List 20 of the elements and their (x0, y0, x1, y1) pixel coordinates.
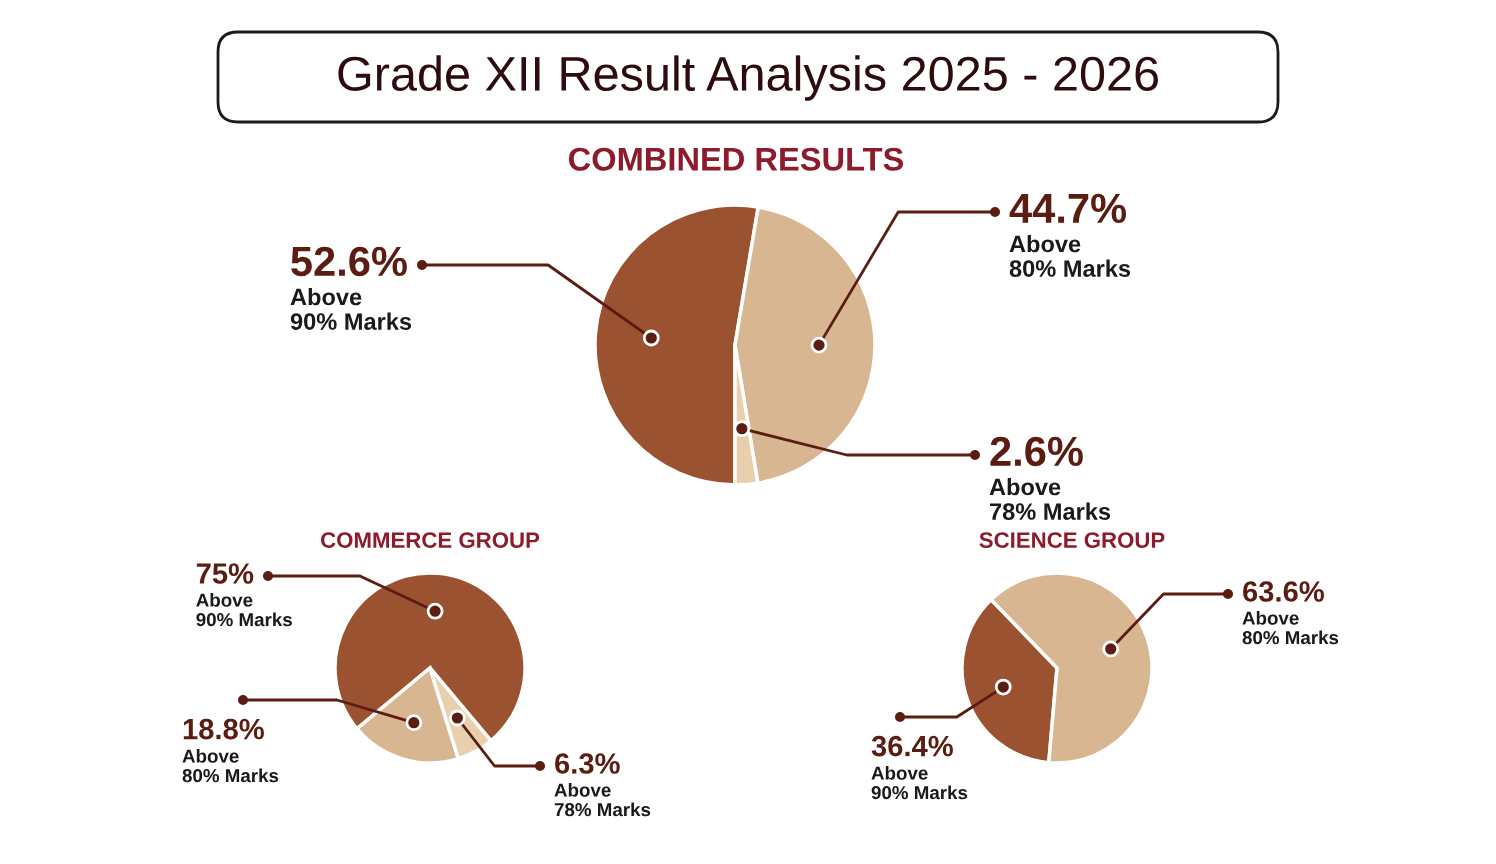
data-label: 18.8% (183, 718, 264, 740)
slice-label: Above 90% Marks (290, 288, 412, 330)
slice-label: Above 78% Marks (554, 783, 651, 817)
slice-label: Above 90% Marks (871, 766, 968, 800)
slice-label: Above 90% Marks (196, 593, 292, 627)
chart-title: SCIENCE GROUP (979, 532, 1165, 548)
data-label: 2.6% (990, 436, 1083, 467)
slice-label: Above 80% Marks (182, 749, 279, 783)
slice-label: Above 80% Marks (1009, 235, 1131, 277)
chart-title: Grade XII Result Analysis 2025 - 2026 (338, 55, 1158, 101)
chart-subtitle: COMBINED RESULTS (569, 147, 904, 171)
slice-label: Above 80% Marks (1242, 611, 1339, 645)
data-label: 36.4% (871, 735, 953, 757)
data-label: 52.6% (291, 246, 407, 277)
slice-label: Above 78% Marks (989, 478, 1111, 520)
data-label: 63.6% (1243, 581, 1324, 602)
data-label: 6.3% (555, 753, 620, 774)
data-label: 75% (196, 563, 254, 584)
chart-title: COMMERCE GROUP (321, 532, 540, 548)
data-label: 44.7% (1009, 193, 1127, 224)
